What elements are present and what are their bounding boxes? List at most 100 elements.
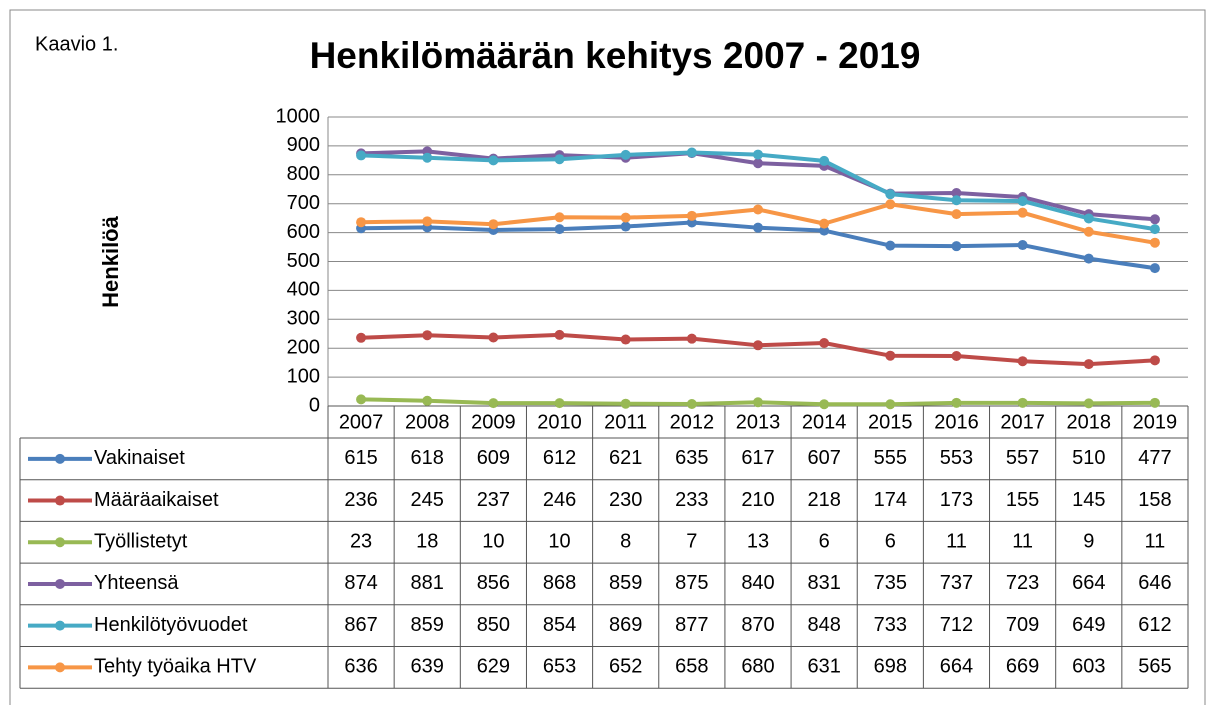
- data-point: [1017, 240, 1028, 251]
- data-point: [422, 395, 433, 406]
- data-point: [885, 350, 896, 361]
- table-value: 10: [548, 531, 570, 553]
- table-value: 875: [675, 572, 708, 594]
- data-point: [753, 397, 763, 408]
- y-tick-label: 800: [287, 163, 320, 185]
- table-value: 11: [1012, 531, 1033, 553]
- data-point: [753, 158, 763, 169]
- y-tick-label: 0: [309, 394, 320, 416]
- data-point: [753, 340, 763, 351]
- table-value: 237: [477, 489, 510, 511]
- data-point: [1149, 214, 1160, 225]
- data-point: [554, 224, 565, 235]
- table-value: 609: [477, 447, 510, 469]
- data-point: [885, 199, 896, 210]
- table-value: 9: [1083, 531, 1094, 553]
- legend-marker: [55, 620, 65, 631]
- table-value: 737: [940, 572, 973, 594]
- data-point: [819, 225, 830, 236]
- legend-label: Vakinaiset: [94, 447, 185, 469]
- data-point: [951, 351, 962, 362]
- x-tick-label: 2013: [736, 411, 781, 433]
- data-point: [488, 398, 499, 409]
- table-value: 246: [543, 489, 576, 511]
- table-value: 869: [609, 614, 642, 636]
- table-value: 18: [416, 531, 438, 553]
- table-value: 652: [609, 656, 642, 678]
- data-point: [422, 330, 433, 341]
- data-point: [620, 221, 631, 232]
- table-value: 615: [344, 447, 377, 469]
- table-value: 698: [874, 656, 907, 678]
- table-value: 653: [543, 656, 576, 678]
- x-tick-label: 2011: [604, 411, 647, 433]
- table-value: 6: [819, 531, 830, 553]
- chart-label: Kaavio 1.: [35, 33, 118, 55]
- table-value: 553: [940, 447, 973, 469]
- y-axis-label: Henkilöä: [98, 215, 123, 307]
- data-point: [885, 240, 896, 251]
- table-value: 555: [874, 447, 907, 469]
- data-point: [951, 188, 962, 199]
- x-tick-label: 2012: [670, 411, 715, 433]
- data-point: [951, 397, 962, 408]
- table-value: 629: [477, 656, 510, 678]
- y-tick-label: 700: [287, 192, 320, 214]
- table-value: 881: [411, 572, 444, 594]
- table-value: 510: [1072, 447, 1105, 469]
- y-tick-label: 1000: [276, 105, 321, 127]
- y-tick-label: 200: [287, 336, 320, 358]
- table-value: 618: [411, 447, 444, 469]
- data-point: [422, 216, 433, 227]
- table-value: 723: [1006, 572, 1039, 594]
- table-value: 607: [807, 447, 840, 469]
- table-value: 565: [1138, 656, 1171, 678]
- legend-label: Henkilötyövuodet: [94, 614, 248, 636]
- data-point: [885, 399, 896, 410]
- data-point: [1017, 196, 1028, 207]
- table-value: 649: [1072, 614, 1105, 636]
- data-point: [1149, 263, 1160, 274]
- data-point: [819, 218, 830, 229]
- table-value: 210: [741, 489, 774, 511]
- data-point: [488, 332, 499, 343]
- data-point: [1149, 237, 1160, 248]
- data-point: [1083, 226, 1094, 237]
- data-point: [1017, 207, 1028, 218]
- data-point: [356, 332, 367, 343]
- data-point: [819, 399, 830, 410]
- legend-marker: [55, 495, 65, 506]
- data-point: [753, 204, 763, 215]
- table-value: 218: [807, 489, 840, 511]
- data-point: [951, 209, 962, 220]
- data-point: [1083, 213, 1094, 224]
- data-point: [1083, 359, 1094, 370]
- data-point: [951, 241, 962, 252]
- legend-marker: [55, 537, 65, 548]
- data-point: [753, 222, 763, 233]
- table-value: 850: [477, 614, 510, 636]
- legend-marker: [55, 453, 65, 464]
- table-value: 735: [874, 572, 907, 594]
- x-tick-label: 2008: [405, 411, 450, 433]
- chart-border: [9, 9, 1206, 705]
- table-value: 848: [807, 614, 840, 636]
- data-point: [554, 154, 565, 165]
- table-value: 612: [543, 447, 576, 469]
- table-value: 870: [741, 614, 774, 636]
- table-value: 669: [1006, 656, 1039, 678]
- data-point: [488, 219, 499, 230]
- table-value: 831: [807, 572, 840, 594]
- table-value: 664: [1072, 572, 1105, 594]
- data-point: [620, 149, 631, 160]
- x-tick-label: 2010: [537, 411, 582, 433]
- y-tick-label: 500: [287, 250, 320, 272]
- table-value: 733: [874, 614, 907, 636]
- table-value: 8: [620, 531, 631, 553]
- data-point: [356, 394, 367, 405]
- table-value: 617: [741, 447, 774, 469]
- table-value: 155: [1006, 489, 1039, 511]
- table-value: 867: [344, 614, 377, 636]
- table-value: 859: [609, 572, 642, 594]
